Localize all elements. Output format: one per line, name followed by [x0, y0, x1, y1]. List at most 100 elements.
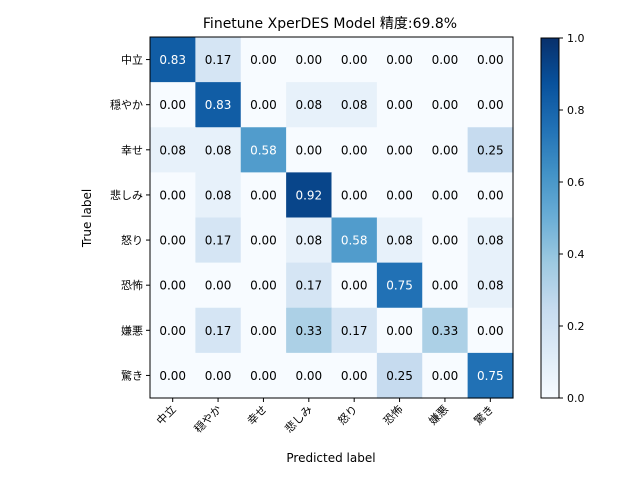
heatmap-cell: [422, 217, 469, 264]
cell-value-label: 0.08: [341, 98, 368, 112]
heatmap-cell: [331, 262, 378, 309]
cell-value-label: 0.00: [477, 324, 504, 338]
heatmap-cell: [150, 127, 196, 173]
cell-value-label: 0.17: [341, 324, 368, 338]
cell-value-label: 0.08: [295, 234, 322, 248]
x-axis: 中立 穏やか 幸せ 悲しみ 怒り 恐怖 嫌悪 驚き: [153, 398, 496, 435]
cell-value-label: 0.00: [386, 143, 413, 157]
heatmap-cell: [286, 37, 333, 83]
cell-value-label: 0.17: [205, 53, 232, 67]
y-axis-label: True label: [80, 189, 94, 248]
cell-value-label: 0.75: [477, 369, 504, 383]
heatmap-cell: [331, 127, 378, 173]
cell-value-label: 0.00: [477, 98, 504, 112]
heatmap-cell: [286, 352, 333, 399]
heatmap-cell: [240, 172, 287, 219]
heatmap-cell: [376, 172, 423, 219]
heatmap-cell: [376, 262, 423, 309]
heatmap-cell: [422, 262, 469, 309]
heatmap-cell: [331, 82, 378, 128]
heatmap-cell: [150, 262, 196, 309]
x-tick-label: 嫌悪: [426, 402, 451, 427]
cell-value-label: 0.00: [341, 143, 368, 157]
cell-value-label: 0.00: [250, 53, 277, 67]
cell-value-label: 0.00: [432, 98, 459, 112]
cell-value-label: 0.08: [386, 234, 413, 248]
cell-value-label: 0.08: [205, 143, 232, 157]
x-tick-label: 恐怖: [380, 402, 405, 427]
cell-value-label: 0.25: [386, 369, 413, 383]
y-tick-label: 穏やか: [110, 99, 143, 112]
heatmap-cell: [467, 172, 514, 219]
y-tick-label: 中立: [121, 53, 143, 67]
cell-value-label: 0.00: [386, 324, 413, 338]
cell-value-label: 0.58: [250, 143, 277, 157]
cell-value-label: 0.33: [295, 324, 322, 338]
x-axis-label: Predicted label: [286, 451, 375, 465]
heatmap-cell: [195, 37, 242, 83]
heatmap-cell: [195, 172, 242, 219]
heatmap-cell: [150, 352, 196, 399]
cell-value-label: 0.00: [432, 188, 459, 202]
cell-value-label: 0.00: [159, 234, 186, 248]
cell-value-label: 0.58: [341, 234, 368, 248]
cell-value-label: 0.00: [386, 53, 413, 67]
heatmap-cell: [422, 37, 469, 83]
cell-value-label: 0.17: [205, 234, 232, 248]
heatmap-cell: [331, 37, 378, 83]
cell-value-label: 0.08: [477, 234, 504, 248]
heatmap-cell: [422, 82, 469, 128]
cell-value-label: 0.00: [341, 188, 368, 202]
cell-value-label: 0.00: [432, 143, 459, 157]
heatmap-cell: [240, 217, 287, 264]
heatmap-cell: [150, 172, 196, 219]
plot-frame: [149, 36, 514, 399]
cell-value-label: 0.00: [432, 369, 459, 383]
heatmap-cell: [467, 127, 514, 173]
chart-title: Finetune XperDES Model 精度:69.8%: [203, 16, 457, 32]
heatmap-cell: [331, 217, 378, 264]
heatmap-cell: [286, 217, 333, 264]
heatmap-cell: [195, 127, 242, 173]
cell-value-label: 0.00: [159, 98, 186, 112]
heatmap-cell: [150, 307, 196, 354]
cell-value-label: 0.00: [159, 188, 186, 202]
heatmap-cell: [376, 217, 423, 264]
cell-value-label: 0.00: [477, 53, 504, 67]
cell-value-label: 0.00: [250, 188, 277, 202]
heatmap-cell: [331, 352, 378, 399]
x-tick-label: 中立: [153, 402, 178, 427]
x-tick-label: 怒り: [335, 402, 360, 427]
colorbar: [540, 37, 560, 399]
y-tick-label: 幸せ: [121, 144, 143, 157]
heatmap-cell-labels: 0.83 0.17 0.00 0.00 0.00 0.00 0.00 0.00 0.00 0.83…: [159, 53, 503, 383]
cell-value-label: 0.83: [159, 53, 186, 67]
colorbar-tick-label: 1.0: [567, 32, 585, 45]
heatmap-cell: [240, 82, 287, 128]
heatmap-cell: [195, 352, 242, 399]
cell-value-label: 0.00: [250, 324, 277, 338]
cell-value-label: 0.00: [341, 369, 368, 383]
heatmap-cell: [195, 262, 242, 309]
cell-value-label: 0.00: [159, 369, 186, 383]
heatmap-cell: [286, 262, 333, 309]
heatmap-cell: [240, 37, 287, 83]
heatmap-cell: [286, 82, 333, 128]
heatmap-cell: [195, 217, 242, 264]
y-tick-label: 驚き: [121, 368, 143, 382]
heatmap-cell: [467, 307, 514, 354]
heatmap-cell: [376, 307, 423, 354]
cell-value-label: 0.92: [295, 188, 322, 202]
heatmap-cell: [376, 127, 423, 173]
cell-value-label: 0.00: [250, 369, 277, 383]
colorbar-axis: 0.0 0.2 0.4 0.6 0.8 1.0: [559, 32, 585, 405]
heatmap-cell: [286, 307, 333, 354]
heatmap-cell: [376, 352, 423, 399]
heatmap-cell: [422, 172, 469, 219]
heatmap-cell: [195, 82, 242, 128]
y-tick-label: 悲しみ: [110, 188, 143, 202]
cell-value-label: 0.00: [250, 98, 277, 112]
heatmap-cell: [467, 217, 514, 264]
heatmap-cell: [240, 262, 287, 309]
